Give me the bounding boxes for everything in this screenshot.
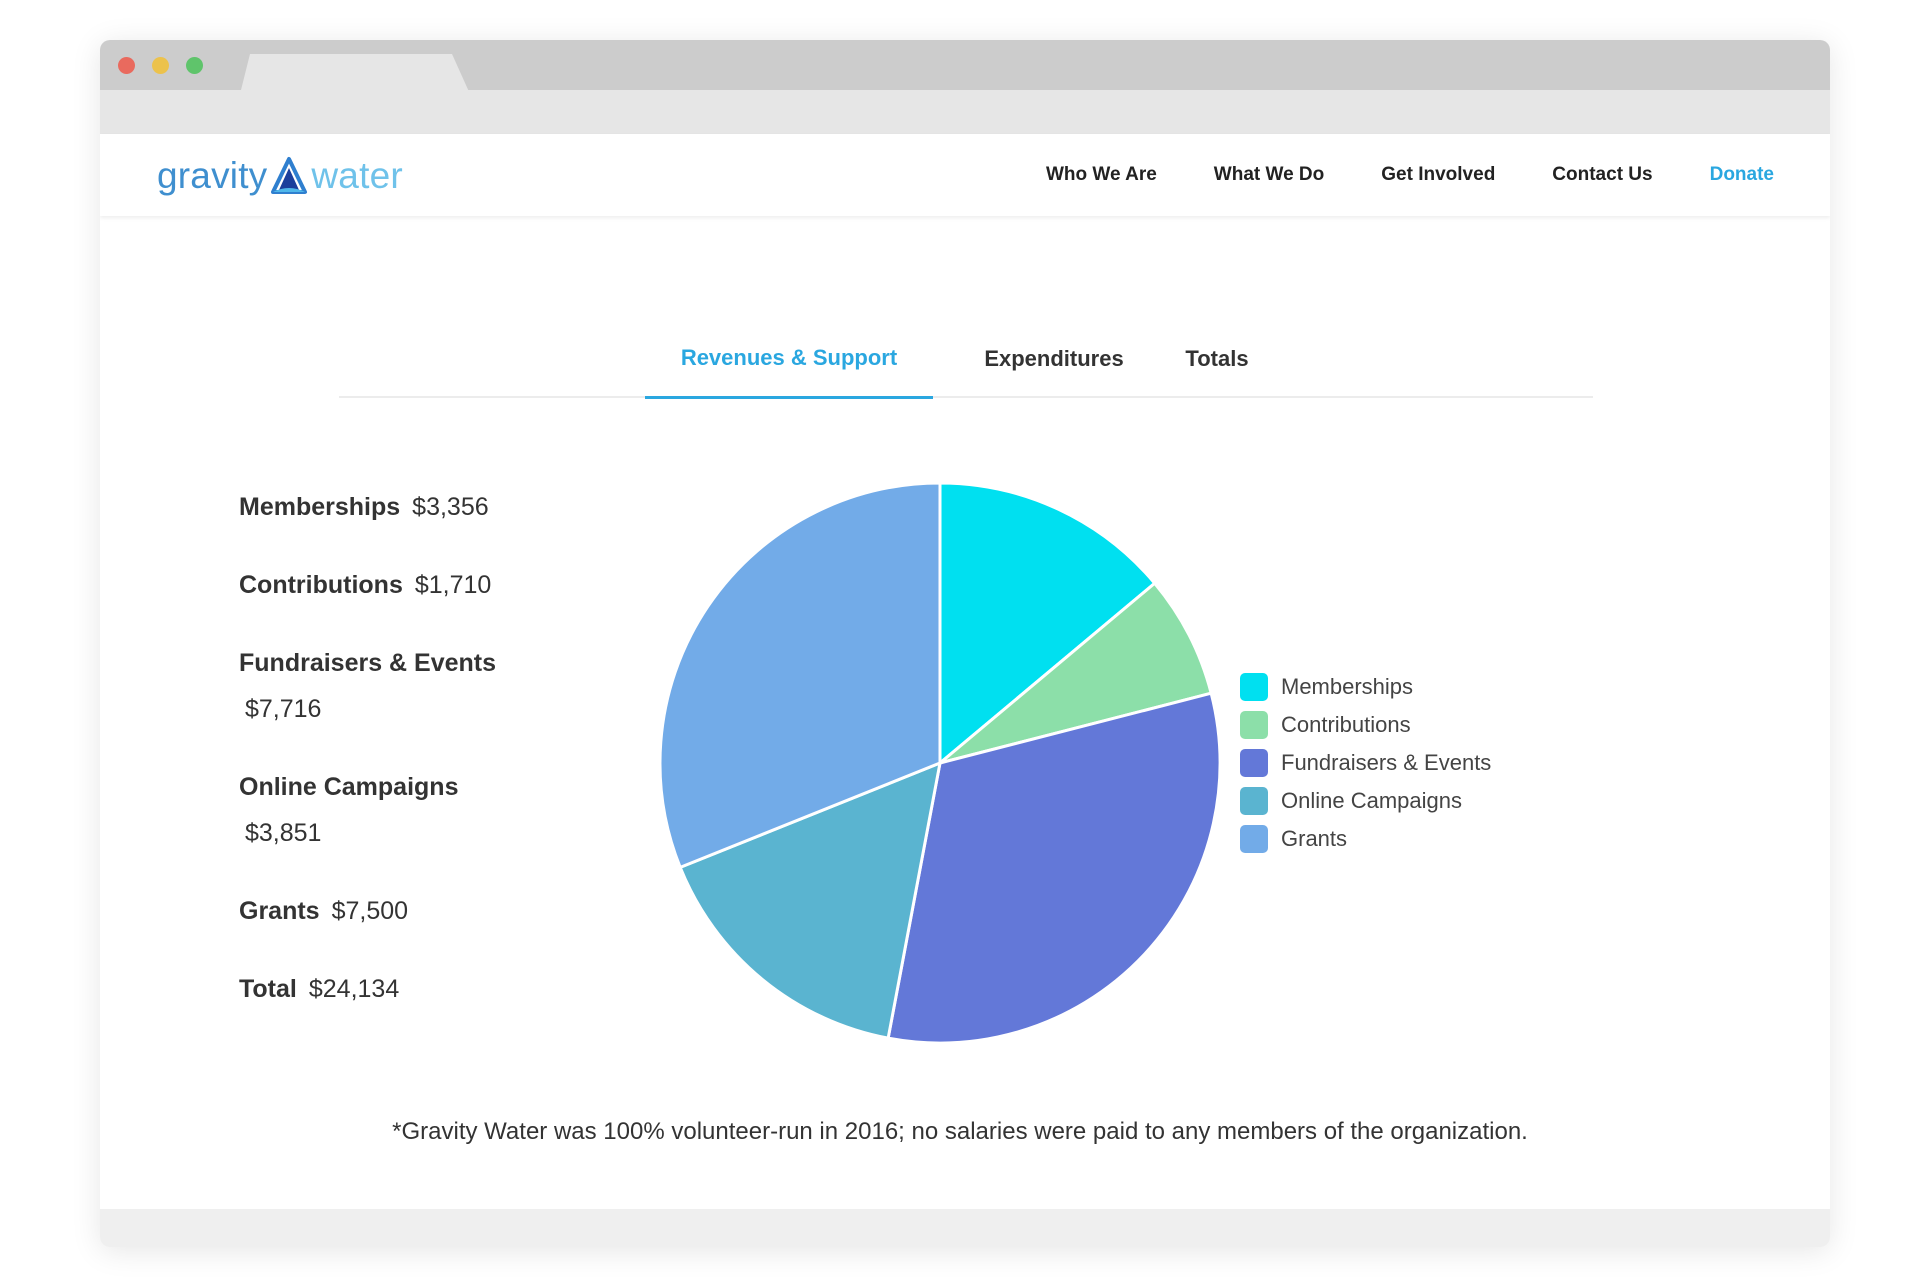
logo-drop-icon <box>271 157 308 194</box>
browser-titlebar <box>100 40 1830 94</box>
stat-value: $7,716 <box>245 695 322 723</box>
pie-slice-contributions[interactable] <box>939 581 1213 765</box>
tab-totals[interactable]: Totals <box>1185 346 1249 371</box>
pie-slice-memberships[interactable] <box>938 481 1157 767</box>
stat-online-campaigns: Online Campaigns $3,851 <box>239 764 539 856</box>
stat-label: Grants <box>239 897 320 925</box>
stat-memberships: Memberships $3,356 <box>239 484 539 530</box>
page-footer-bar <box>100 1209 1830 1247</box>
logo-word-water: water <box>311 155 403 196</box>
footnote: *Gravity Water was 100% volunteer-run in… <box>392 1118 1528 1145</box>
legend-label: Memberships <box>1281 674 1414 699</box>
browser-toolbar <box>100 90 1830 134</box>
legend-label: Online Campaigns <box>1281 788 1462 813</box>
revenue-stats: Memberships $3,356 Contributions $1,710 Fu… <box>239 484 539 1044</box>
legend-item[interactable]: Contributions <box>1240 706 1491 744</box>
stat-label: Total <box>239 975 297 1003</box>
legend-swatch <box>1240 825 1268 853</box>
pie-slice-grants[interactable] <box>658 481 942 870</box>
browser-tab[interactable] <box>240 54 470 94</box>
stat-value: $3,851 <box>245 819 322 847</box>
legend-swatch <box>1240 749 1268 777</box>
legend-item[interactable]: Grants <box>1240 820 1491 858</box>
stat-label: Online Campaigns <box>239 773 459 801</box>
tab-expenditures[interactable]: Expenditures <box>984 346 1124 371</box>
stat-label: Fundraisers & Events <box>239 649 497 677</box>
tab-revenues-support[interactable]: Revenues & Support <box>645 320 933 399</box>
stat-value: $3,356 <box>412 493 489 521</box>
nav-donate[interactable]: Donate <box>1709 164 1774 185</box>
pie-slice-online-campaigns[interactable] <box>678 760 942 1040</box>
stat-value: $7,500 <box>331 897 409 925</box>
logo-word-gravity: gravity <box>157 155 268 196</box>
nav-contact-us[interactable]: Contact Us <box>1552 164 1653 185</box>
maximize-window-icon[interactable] <box>186 57 203 74</box>
legend-item[interactable]: Online Campaigns <box>1240 782 1491 820</box>
stat-contributions: Contributions $1,710 <box>239 562 539 608</box>
pie-legend: Memberships Contributions Fundraisers & Ev… <box>1240 668 1491 858</box>
legend-label: Contributions <box>1281 712 1411 737</box>
nav-who-we-are[interactable]: Who We Are <box>1045 164 1157 185</box>
legend-swatch <box>1240 673 1268 701</box>
stat-value: $1,710 <box>414 571 492 599</box>
legend-swatch <box>1240 787 1268 815</box>
nav-what-we-do[interactable]: What We Do <box>1213 164 1325 185</box>
minimize-window-icon[interactable] <box>152 57 169 74</box>
legend-label: Fundraisers & Events <box>1281 750 1492 775</box>
legend-item[interactable]: Memberships <box>1240 668 1491 706</box>
main-nav: Who We Are What We Do Get Involved Conta… <box>1046 134 1774 216</box>
stat-grants: Grants $7,500 <box>239 888 539 934</box>
browser-window: gravity water Who We Are What We Do Get … <box>100 40 1830 1247</box>
legend-swatch <box>1240 711 1268 739</box>
legend-item[interactable]: Fundraisers & Events <box>1240 744 1491 782</box>
nav-get-involved[interactable]: Get Involved <box>1381 164 1496 185</box>
logo[interactable]: gravity water <box>157 154 403 198</box>
legend-label: Grants <box>1281 826 1348 851</box>
stat-value: $24,134 <box>308 975 400 1003</box>
site-header: gravity water Who We Are What We Do Get … <box>100 134 1830 216</box>
finance-tabs: Revenues & Support Expenditures Totals <box>339 320 1593 399</box>
revenue-pie-chart <box>658 481 1222 1045</box>
stat-total: Total $24,134 <box>239 966 539 1012</box>
close-window-icon[interactable] <box>118 57 135 74</box>
stat-fundraisers-events: Fundraisers & Events $7,716 <box>239 640 539 732</box>
stat-label: Contributions <box>239 571 403 599</box>
stat-label: Memberships <box>239 493 401 521</box>
pie-slice-fundraisers-events[interactable] <box>886 691 1222 1045</box>
